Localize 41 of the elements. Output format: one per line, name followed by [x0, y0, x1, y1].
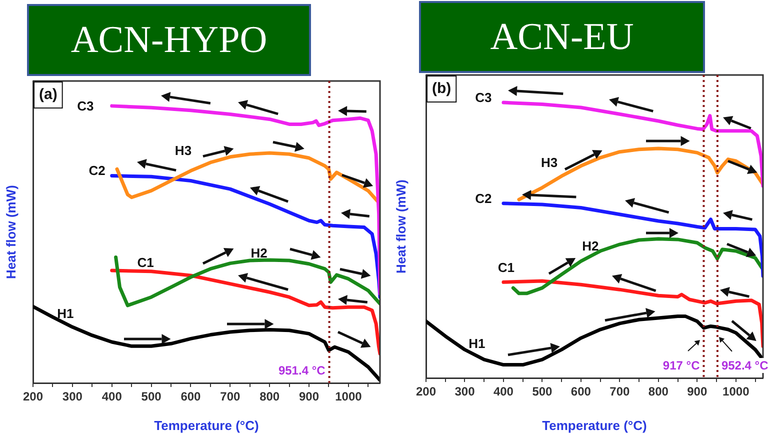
x-tick-label: 800 [648, 384, 669, 399]
series-label: H1 [57, 306, 74, 322]
x-tick-label: 900 [687, 384, 708, 399]
text: (b) [432, 80, 452, 98]
x-tick-label: 300 [454, 384, 476, 399]
series-label: C1 [137, 254, 154, 270]
ref-line-label: 952.4 °C [721, 358, 769, 372]
x-tick-label: 1000 [722, 384, 750, 399]
x-tick-label: 800 [260, 390, 280, 404]
series-label: C2 [475, 190, 492, 206]
series-label: H2 [582, 238, 599, 254]
series-label: H3 [540, 154, 558, 170]
ref-line-label: 917 °C [662, 358, 700, 372]
x-axis-title: Temperature (°C) [542, 418, 647, 433]
chart-title: ACN-EU [419, 1, 705, 73]
series-label: C2 [88, 163, 106, 178]
x-tick-label: 700 [220, 390, 240, 404]
series-label: C3 [77, 98, 94, 114]
series-label: H2 [250, 246, 268, 261]
x-axis-title: Temperature (°C) [154, 418, 259, 433]
y-axis-title: Heat flow (mW) [393, 180, 408, 274]
x-tick-label: 300 [62, 390, 83, 404]
text: (a) [39, 86, 58, 104]
x-tick-label: 500 [532, 384, 553, 399]
series-label: H1 [468, 336, 486, 352]
y-axis-title: Heat flow (mW) [3, 185, 18, 279]
x-tick-label: 400 [102, 390, 122, 404]
x-tick-label: 200 [416, 384, 436, 399]
x-tick-label: 200 [22, 390, 44, 404]
series-label: C3 [475, 90, 492, 106]
x-tick-label: 600 [180, 390, 202, 404]
x-tick-label: 500 [141, 390, 162, 404]
x-tick-label: 700 [610, 384, 630, 399]
x-tick-label: 1000 [335, 390, 362, 404]
series-label: C1 [498, 260, 514, 276]
series-label: H3 [174, 143, 192, 158]
ref-line-label: 951.4 °C [278, 363, 326, 378]
chart-title: ACN-HYPO [27, 4, 311, 76]
x-tick-label: 900 [299, 390, 320, 404]
x-tick-label: 600 [570, 384, 592, 399]
x-tick-label: 400 [493, 384, 514, 399]
